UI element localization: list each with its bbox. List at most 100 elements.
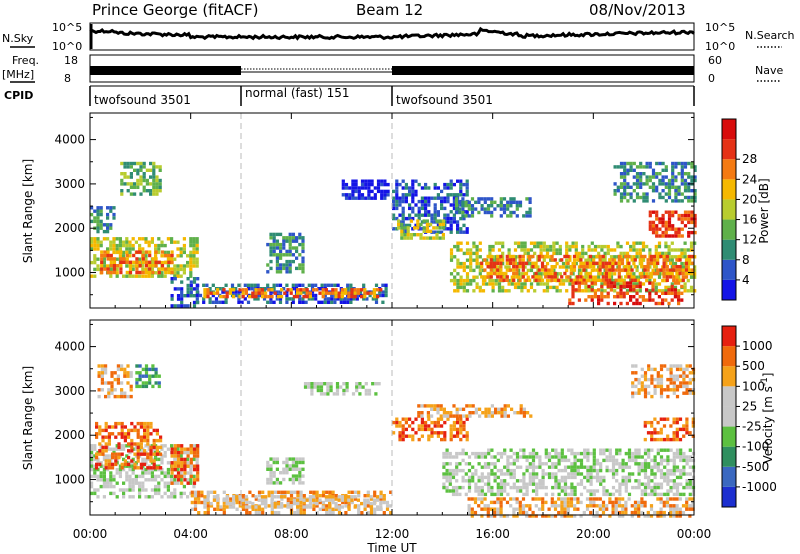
- cell-r6: [328, 498, 332, 502]
- cell-r11: [458, 462, 462, 466]
- cell-r11: [586, 479, 590, 483]
- cell-r13: [640, 258, 644, 262]
- cell-r11: [688, 492, 692, 497]
- cell-r12: [459, 265, 463, 269]
- cell-r15: [677, 189, 681, 193]
- cell-r2: [183, 457, 187, 462]
- cell-r5: [328, 490, 332, 494]
- cell-r12: [600, 244, 604, 249]
- cell-r13: [650, 424, 654, 428]
- cell-r11: [442, 462, 446, 466]
- cell-r1: [146, 421, 150, 426]
- cell-r2: [189, 447, 193, 451]
- cell-r1: [136, 442, 140, 446]
- cell-r11: [535, 455, 539, 459]
- cell-r0: [115, 257, 119, 261]
- cell-r5: [238, 500, 242, 505]
- cell-r13: [540, 265, 545, 269]
- cell-r6: [209, 501, 213, 506]
- cell-r15: [687, 195, 691, 200]
- cell-r9: [414, 213, 418, 217]
- cell-r6: [260, 288, 264, 292]
- cell-r8: [386, 182, 390, 187]
- cell-r11: [682, 465, 686, 469]
- cell-r9: [465, 186, 469, 190]
- cell-r12: [521, 507, 526, 511]
- cell-r0: [112, 478, 116, 482]
- cell-r13: [505, 258, 509, 262]
- cell-r0: [160, 478, 164, 482]
- cell-r5: [301, 283, 305, 287]
- cell-r13: [659, 268, 663, 272]
- cell-r7: [301, 474, 305, 478]
- cell-r3: [99, 219, 103, 224]
- cell-r13: [572, 254, 577, 259]
- cell-r5: [302, 507, 306, 511]
- cell-r0: [96, 257, 100, 261]
- cell-r11: [586, 448, 590, 452]
- cell-r8: [348, 196, 352, 200]
- cell-r1: [104, 425, 108, 429]
- cell-r9: [459, 417, 463, 421]
- cell-r0: [112, 247, 116, 251]
- cell-r7: [282, 477, 286, 482]
- cell-r0: [173, 491, 177, 496]
- cell-r11: [503, 479, 507, 483]
- cell-r11: [451, 489, 456, 493]
- cell-r2: [170, 461, 174, 465]
- cell-r11: [480, 451, 484, 456]
- cell-r6: [337, 294, 341, 299]
- cell-r11: [650, 465, 654, 469]
- cell-r14: [632, 295, 636, 299]
- cell-r13: [512, 258, 516, 262]
- cell-r13: [499, 268, 503, 272]
- cell-r15: [683, 178, 688, 183]
- cell-r11: [624, 465, 628, 469]
- cell-r12: [552, 251, 556, 256]
- cell-r9: [420, 417, 424, 421]
- cell-r5: [256, 283, 260, 287]
- cell-r1: [98, 428, 102, 433]
- cell-r7: [282, 236, 286, 240]
- cell-r5: [285, 300, 289, 304]
- cell-r0: [109, 447, 113, 451]
- cell-r16: [693, 213, 697, 218]
- cell-r13: [496, 275, 500, 279]
- cell-r13: [646, 258, 650, 262]
- cell-r9: [443, 199, 447, 204]
- cell-r8: [360, 193, 365, 197]
- cell-r11: [554, 465, 558, 469]
- cell-r15: [693, 165, 697, 169]
- cell-r15: [639, 172, 643, 176]
- cell-r10: [419, 236, 423, 240]
- cell-r2: [129, 192, 133, 196]
- cell-r15: [690, 178, 694, 183]
- power-heatmap: [90, 113, 697, 308]
- cell-r4: [186, 283, 190, 288]
- cell-r15: [619, 199, 624, 203]
- cell-r7: [288, 477, 292, 482]
- cell-r13: [649, 258, 653, 262]
- cell-r12: [533, 289, 537, 293]
- cell-r12: [477, 497, 481, 501]
- cell-r11: [637, 482, 641, 486]
- cell-r9: [420, 203, 424, 207]
- cell-r6: [347, 498, 351, 502]
- cell-r1: [155, 449, 159, 453]
- cell-r9: [408, 417, 412, 421]
- cell-r12: [486, 514, 490, 518]
- cell-r0: [138, 237, 142, 241]
- cell-r0: [96, 474, 100, 479]
- cell-r6: [283, 291, 287, 295]
- cell-r1: [123, 462, 127, 467]
- cell-r3: [104, 381, 108, 385]
- cell-r12: [456, 285, 460, 290]
- cell-r13: [627, 265, 631, 269]
- cell-r11: [461, 214, 465, 218]
- cell-r12: [525, 504, 529, 508]
- cell-r1: [154, 250, 158, 254]
- cell-r12: [630, 504, 634, 508]
- cell-r15: [690, 199, 694, 203]
- cell-r13: [662, 437, 667, 442]
- cell-r13: [650, 431, 654, 435]
